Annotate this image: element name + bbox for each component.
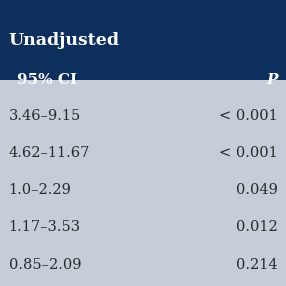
Text: 3.46–9.15: 3.46–9.15: [9, 109, 81, 123]
Text: 1.17–3.53: 1.17–3.53: [9, 221, 81, 234]
Text: 0.012: 0.012: [236, 221, 277, 234]
Text: 4.62–11.67: 4.62–11.67: [9, 146, 90, 160]
Text: 0.85–2.09: 0.85–2.09: [9, 258, 81, 271]
Text: < 0.001: < 0.001: [219, 146, 277, 160]
Bar: [0, 0, 286, 80]
Text: P: P: [266, 73, 277, 87]
Text: Unadjusted: Unadjusted: [9, 31, 120, 49]
Text: 1.0–2.29: 1.0–2.29: [9, 183, 72, 197]
Text: 95% CI: 95% CI: [17, 73, 77, 87]
Text: 0.214: 0.214: [236, 258, 277, 271]
Text: < 0.001: < 0.001: [219, 109, 277, 123]
Text: 0.049: 0.049: [236, 183, 277, 197]
